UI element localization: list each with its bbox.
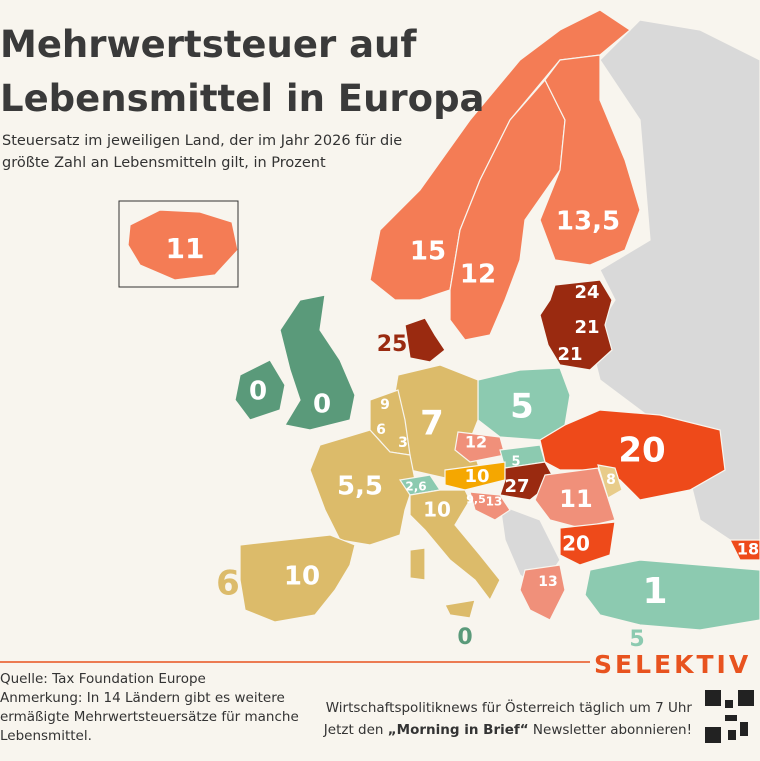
- italy: [409, 489, 501, 602]
- iceland-frame: [118, 200, 239, 288]
- russia-belarus: [589, 19, 760, 561]
- country-rate-label: 13,5: [556, 207, 620, 237]
- country-rate-label: 18: [737, 540, 759, 559]
- country-rate-label: 20: [618, 431, 665, 471]
- iceland: [127, 209, 239, 281]
- country-rate-label: 11: [166, 232, 205, 265]
- newsletter-name[interactable]: „Morning in Brief“: [387, 722, 529, 738]
- country-rate-label: 24: [574, 282, 599, 303]
- qr-dot: [740, 722, 748, 736]
- promo-line: Wirtschaftspolitiknews für Österreich tä…: [325, 700, 692, 716]
- note: Anmerkung: In 14 Ländern gibt es weitere: [0, 690, 285, 706]
- country-rate-label: 0: [313, 390, 331, 420]
- country-rate-label: 15: [410, 237, 446, 267]
- slovenia-croatia: [469, 491, 511, 521]
- country-rate-label: 5: [511, 455, 520, 470]
- country-rate-label: 11: [559, 485, 592, 513]
- country-rate-label: 5: [629, 627, 644, 652]
- france: [309, 429, 416, 546]
- qr-corner: [705, 690, 721, 706]
- note: ermäßigte Mehrwertsteuersätze für manche: [0, 709, 299, 725]
- ukraine: [539, 409, 726, 501]
- title-line: Lebensmittel in Europa: [0, 77, 485, 120]
- promo-line[interactable]: Jetzt den „Morning in Brief“ Newsletter …: [324, 719, 692, 741]
- promo-text: Newsletter abonnieren!: [528, 722, 692, 738]
- qr-dot: [725, 715, 737, 721]
- country-rate-label: 10: [423, 498, 451, 522]
- baltics: [539, 279, 613, 371]
- newsletter-promo: Wirtschaftspolitiknews für Österreich tä…: [324, 697, 692, 741]
- country-rate-label: 0: [249, 377, 267, 407]
- country-rate-label: 0: [457, 625, 472, 650]
- country-rate-label: 25: [377, 332, 408, 357]
- subtitle: Steuersatz im jeweiligen Land, der im Ja…: [2, 130, 402, 174]
- title-line: Mehrwertsteuer auf: [0, 23, 417, 66]
- country-rate-label: 6: [376, 422, 386, 438]
- georgia: [729, 539, 760, 561]
- qr-dot: [725, 700, 733, 708]
- greece: [519, 564, 566, 621]
- promo-text: Jetzt den: [323, 722, 388, 738]
- land: [127, 9, 760, 631]
- sweden: [449, 78, 566, 341]
- country-rate-label: 21: [557, 344, 582, 365]
- czechia: [454, 431, 506, 463]
- ireland: [234, 359, 286, 421]
- country-rate-label: 5: [510, 387, 534, 427]
- brand: SELEKTIV: [594, 650, 752, 679]
- qr-code: [705, 690, 754, 743]
- country-rate-label: 10: [464, 466, 489, 487]
- country-rate-label: 21: [574, 317, 599, 338]
- country-rate-label: 10: [284, 562, 320, 592]
- country-rate-label: 1: [642, 571, 667, 612]
- country-rate-label: 20: [562, 532, 590, 556]
- iberia: [239, 534, 356, 623]
- title: Mehrwertsteuer auf Lebensmittel in Europa: [0, 18, 485, 126]
- country-rate-label: 9,5: [466, 493, 486, 506]
- qr-corner: [738, 690, 754, 706]
- turkey: [584, 559, 760, 631]
- country-rate-label: 27: [504, 476, 529, 497]
- finland: [539, 54, 641, 266]
- qr-corner: [705, 727, 721, 743]
- note: Lebensmittel.: [0, 728, 92, 744]
- country-rate-label: 13: [486, 495, 503, 509]
- country-rate-label: 7: [420, 404, 444, 444]
- country-rate-label: 3: [398, 435, 408, 451]
- country-rate-label: 9: [380, 397, 390, 413]
- country-rate-label: 6: [216, 564, 240, 604]
- subtitle-line: Steuersatz im jeweiligen Land, der im Ja…: [2, 133, 403, 149]
- country-rate-label: 5,5: [337, 472, 383, 502]
- bulgaria: [559, 521, 616, 566]
- austria: [444, 461, 506, 491]
- country-rate-label: 12: [465, 433, 487, 452]
- sicily-sardinia: [409, 547, 476, 619]
- source: Quelle: Tax Foundation Europe: [0, 671, 206, 687]
- uk: [279, 294, 356, 431]
- country-rate-label: 12: [460, 260, 496, 290]
- country-rate-label: 2,6: [405, 480, 426, 494]
- denmark: [404, 317, 446, 363]
- qr-dot: [728, 730, 736, 740]
- country-rate-label: 8: [606, 472, 616, 488]
- country-rate-label: 13: [538, 574, 557, 590]
- subtitle-line: größte Zahl an Lebensmitteln gilt, in Pr…: [2, 155, 326, 171]
- footer-notes: Quelle: Tax Foundation Europe Anmerkung:…: [0, 670, 299, 746]
